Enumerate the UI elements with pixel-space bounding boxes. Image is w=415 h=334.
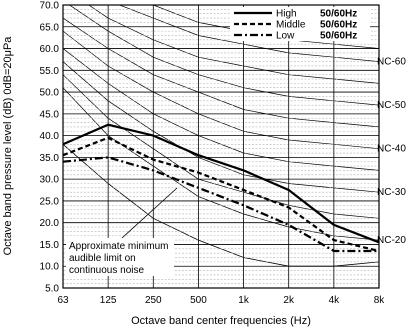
- y-tick-label: 35.0: [40, 153, 60, 164]
- y-tick-label: 45.0: [40, 109, 60, 120]
- y-tick-label: 65.0: [40, 22, 60, 33]
- nc-label: NC-50: [377, 100, 406, 111]
- plot-frame: [62, 4, 380, 289]
- y-tick-label: 55.0: [40, 66, 60, 77]
- legend-series-freq: 50/60Hz: [320, 9, 357, 20]
- x-axis-label: Octave band center frequencies (Hz): [131, 315, 311, 327]
- legend-series-freq: 50/60Hz: [320, 31, 357, 42]
- legend: High 50/60Hz Middle 50/60Hz Low 50/60Hz: [230, 7, 370, 42]
- series-line-middle: [62, 136, 380, 253]
- series-line-high: [62, 123, 380, 244]
- x-tick-label: 250: [145, 295, 162, 306]
- y-axis-label: Octave band pressure level (dB) 0dB=20μP…: [2, 36, 14, 256]
- y-tick-label: 40.0: [40, 131, 60, 142]
- x-tick-label: 1k: [238, 295, 250, 306]
- y-tick-label: 25.0: [40, 196, 60, 207]
- series-layer: [62, 123, 380, 253]
- x-tick-label: 500: [190, 295, 207, 306]
- note-line: continuous noise: [69, 265, 144, 276]
- y-axis-ticks: 5.0 10.0 15.0 20.0 25.0 30.0 35.0 40.0 45.0 50.0 5…: [40, 1, 60, 295]
- y-tick-label: 15.0: [40, 240, 60, 251]
- x-tick-label: 63: [57, 295, 69, 306]
- nc-label: NC-30: [377, 187, 406, 198]
- legend-series-freq: 50/60Hz: [320, 20, 357, 31]
- x-tick-label: 125: [100, 295, 117, 306]
- note-line: audible limit on: [69, 253, 136, 264]
- y-tick-label: 60.0: [40, 44, 60, 55]
- note-line: Approximate minimum: [69, 241, 168, 252]
- series-line-low: [62, 156, 379, 253]
- note-box: [66, 238, 174, 276]
- y-tick-label: 5.0: [45, 284, 59, 295]
- legend-series-name: High: [276, 9, 297, 20]
- note-pointer: [121, 187, 178, 239]
- nc-curve-intermediate: [63, 74, 379, 219]
- y-tick-label: 20.0: [40, 218, 60, 229]
- x-tick-label: 8k: [374, 295, 386, 306]
- legend-series-name: Low: [276, 31, 295, 42]
- nc-label: NC-60: [377, 57, 406, 68]
- nc-label: NC-20: [377, 235, 406, 246]
- y-tick-label: 10.0: [40, 262, 60, 273]
- legend-series-name: Middle: [276, 20, 306, 31]
- x-tick-label: 2k: [283, 295, 295, 306]
- x-axis-ticks: 63 125 250 500 1k 2k 4k 8k: [57, 295, 385, 306]
- nc-label: NC-40: [377, 144, 406, 155]
- x-tick-label: 4k: [329, 295, 341, 306]
- y-tick-label: 70.0: [40, 1, 60, 12]
- y-tick-label: 30.0: [40, 175, 60, 186]
- y-tick-label: 50.0: [40, 88, 60, 99]
